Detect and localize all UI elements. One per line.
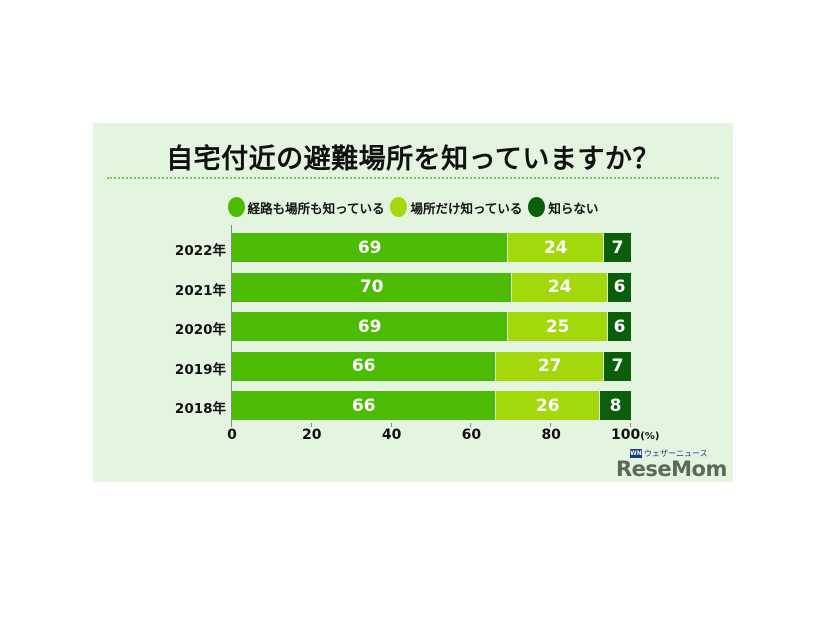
bar-row: 69 24 7 [232, 233, 631, 262]
year-label: 2018年 [174, 401, 226, 417]
bar-segment: 66 [232, 391, 496, 420]
resemom-logo: WN ウェザーニュース ReseMom [616, 448, 727, 484]
x-tick-label: 60 [461, 427, 482, 443]
bar-segment: 6 [607, 272, 631, 302]
bar-row: 66 26 8 [232, 391, 631, 420]
x-tick [470, 423, 472, 427]
bar-segment: 25 [507, 312, 608, 341]
bar-segment: 69 [232, 312, 508, 341]
bar-segment: 27 [495, 351, 604, 381]
weathernews-logo: WN ウェザーニュース [630, 448, 708, 459]
bar-segment: 24 [511, 272, 608, 302]
bar-segment: 69 [232, 233, 508, 262]
brand-name: ReseMom [616, 457, 727, 481]
x-tick-label: 80 [541, 427, 561, 443]
legend-swatch-icon [227, 197, 245, 217]
year-label: 2019年 [174, 361, 226, 378]
year-label: 2021年 [174, 282, 226, 299]
partner-name: ウェザーニュース [644, 449, 708, 458]
legend-item-unknown: 知らない [528, 197, 598, 217]
legend-label: 経路も場所も知っている [247, 200, 385, 216]
bar-row: 66 27 7 [232, 351, 631, 381]
bar-row: 70 24 6 [232, 272, 631, 302]
year-label: 2022年 [174, 243, 226, 259]
bar-segment: 7 [603, 233, 631, 262]
x-tick-label: 0 [227, 427, 237, 443]
legend-label: 知らない [548, 200, 599, 216]
legend-swatch-icon [390, 197, 408, 217]
x-tick [231, 423, 232, 427]
y-axis-line [231, 225, 232, 427]
bar-segment: 66 [232, 351, 496, 381]
legend-swatch-icon [528, 197, 546, 217]
year-label: 2020年 [174, 322, 226, 338]
x-tick-label: 100(%) [611, 427, 660, 443]
x-tick [630, 423, 631, 427]
legend-item-route-and-place: 経路も場所も知っている [227, 197, 385, 217]
legend-item-place-only: 場所だけ知っている [390, 197, 522, 217]
bar-row: 69 25 6 [232, 312, 631, 341]
dotted-divider [107, 177, 719, 179]
chart-panel: 自宅付近の避難場所を知っていますか？ 経路も場所も知っている 場所だけ知っている… [93, 123, 733, 482]
x-tick-label: 40 [381, 427, 402, 443]
x-tick [550, 423, 552, 427]
bar-segment: 6 [607, 312, 631, 341]
chart-title: 自宅付近の避難場所を知っていますか？ [166, 144, 660, 175]
bar-segment: 8 [599, 391, 631, 420]
legend-label: 場所だけ知っている [410, 200, 523, 216]
bar-segment: 7 [603, 351, 631, 381]
x-tick [390, 423, 392, 427]
x-tick [310, 423, 312, 427]
bar-segment: 70 [232, 272, 512, 302]
bar-segment: 24 [507, 233, 604, 262]
legend: 経路も場所も知っている 場所だけ知っている 知らない [93, 197, 733, 217]
wn-badge-icon: WN [630, 449, 642, 458]
x-axis-unit: (%) [640, 431, 660, 442]
x-tick-label: 20 [302, 427, 322, 443]
bar-segment: 26 [495, 391, 600, 420]
